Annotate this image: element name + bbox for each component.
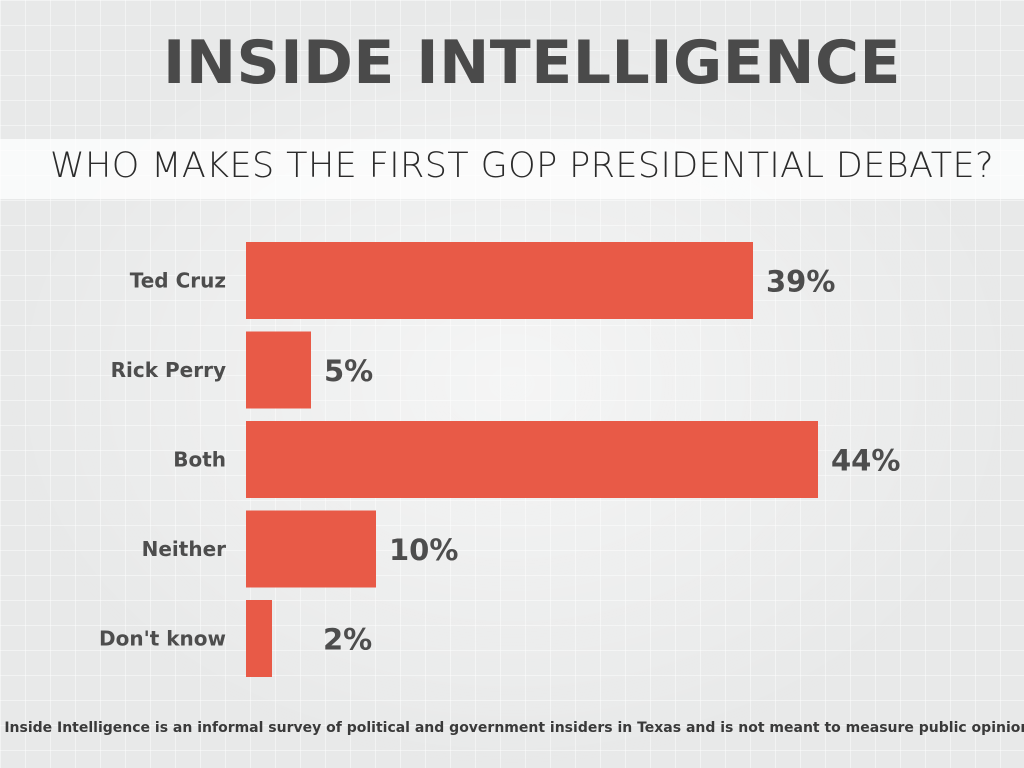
value-label: 39% (766, 265, 835, 299)
value-label: 5% (324, 354, 373, 388)
category-label: Rick Perry (111, 358, 226, 382)
category-label: Neither (142, 537, 227, 561)
bar-both (246, 421, 818, 498)
value-label: 10% (389, 533, 458, 567)
chart-title: INSIDE INTELLIGENCE (163, 28, 901, 98)
category-label: Ted Cruz (130, 269, 226, 293)
category-label: Both (173, 448, 226, 472)
value-label: 2% (323, 623, 372, 657)
bar-ted-cruz (246, 242, 753, 319)
bar-don-t-know (246, 600, 272, 677)
bar-neither (246, 510, 376, 588)
subtitle-band (0, 139, 1024, 199)
footnote: Inside Intelligence is an informal surve… (4, 720, 1024, 736)
category-label: Don't know (99, 627, 226, 651)
chart-subtitle: WHO MAKES THE FIRST GOP PRESIDENTIAL DEB… (50, 146, 994, 186)
value-label: 44% (831, 444, 900, 478)
bar-rick-perry (246, 331, 311, 409)
